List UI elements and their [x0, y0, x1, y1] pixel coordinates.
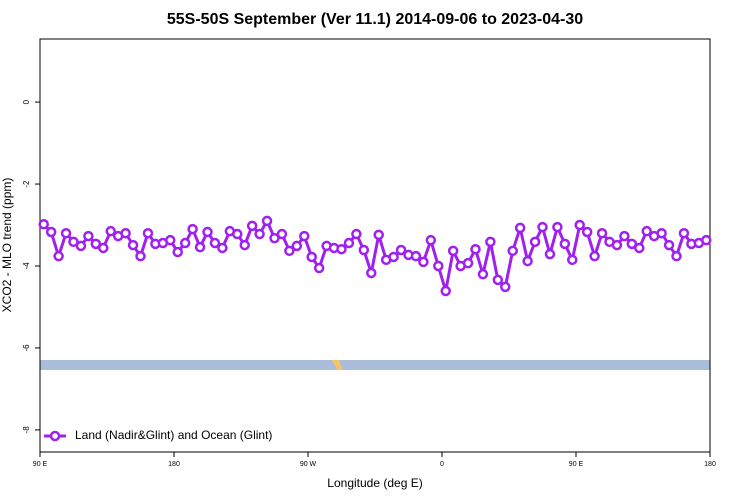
data-point	[187, 223, 198, 235]
data-point	[470, 243, 481, 255]
data-point	[462, 257, 474, 269]
data-point	[75, 240, 87, 252]
data-point	[671, 250, 682, 262]
x-tick-label: 180	[168, 461, 180, 468]
data-point	[343, 237, 355, 249]
x-axis-label: Longitude (deg E)	[327, 476, 422, 490]
data-point	[105, 225, 116, 237]
data-point	[529, 236, 541, 248]
data-point	[366, 267, 377, 279]
data-point	[559, 238, 571, 250]
data-point	[410, 250, 422, 262]
data-point	[596, 227, 608, 239]
y-axis-label: XCO2 - MLO trend (ppm)	[0, 178, 14, 313]
data-point	[425, 234, 437, 246]
y-tick-label: -2	[22, 180, 31, 188]
data-point	[388, 251, 399, 263]
data-point	[306, 251, 317, 263]
data-point	[626, 238, 638, 250]
x-tick-label: 90 E	[569, 461, 584, 468]
data-point	[619, 230, 630, 242]
data-point	[611, 239, 623, 251]
data-point	[485, 236, 496, 248]
data-point	[537, 221, 548, 233]
legend-label: Land (Nadir&Glint) and Ocean (Glint)	[75, 428, 272, 442]
data-point	[492, 274, 504, 286]
x-tick-label: 180	[704, 461, 716, 468]
data-point	[634, 242, 645, 254]
data-point	[514, 222, 526, 234]
data-point	[574, 219, 585, 231]
data-point	[232, 228, 243, 240]
data-point	[433, 260, 444, 272]
data-point	[172, 246, 183, 258]
data-point	[239, 239, 250, 251]
data-point	[552, 221, 563, 233]
data-point	[165, 234, 176, 246]
surface-strip	[40, 360, 710, 370]
data-point	[477, 268, 489, 280]
data-point	[418, 256, 429, 268]
data-point	[581, 226, 593, 238]
data-point	[701, 234, 712, 246]
data-point	[127, 239, 139, 251]
data-point	[135, 250, 146, 262]
data-point	[261, 215, 273, 227]
data-point	[440, 285, 451, 297]
data-point	[209, 237, 221, 249]
data-point	[142, 227, 154, 239]
data-point	[522, 255, 533, 267]
data-point	[291, 240, 303, 252]
x-tick-label: 90 W	[300, 461, 317, 468]
data-point	[83, 230, 94, 242]
data-point	[663, 239, 675, 251]
data-point	[447, 245, 459, 257]
y-tick-label: -4	[22, 262, 31, 270]
data-point	[179, 237, 191, 249]
x-tick-label: 0	[440, 461, 444, 468]
data-point	[544, 248, 556, 260]
y-tick-label: -6	[22, 344, 31, 352]
data-point	[276, 228, 288, 240]
data-point	[217, 242, 228, 254]
data-point	[254, 228, 265, 240]
data-point	[656, 227, 667, 239]
x-tick-label: 90 E	[33, 461, 48, 468]
data-point	[358, 244, 370, 256]
y-tick-label: 0	[22, 99, 31, 104]
data-point	[90, 238, 102, 250]
data-point	[395, 244, 407, 256]
data-point	[373, 229, 384, 241]
land-patch	[331, 360, 343, 370]
data-point	[68, 236, 79, 248]
plot-frame	[39, 38, 711, 453]
data-point	[202, 226, 213, 238]
data-point	[313, 262, 325, 274]
y-tick-label: -8	[22, 426, 31, 434]
data-point	[45, 226, 57, 238]
data-point	[299, 230, 310, 242]
data-point	[567, 254, 578, 266]
data-point	[500, 281, 511, 293]
chart-title: 55S-50S September (Ver 11.1) 2014-09-06 …	[167, 11, 583, 28]
data-point	[246, 220, 258, 232]
data-point	[641, 225, 652, 237]
legend-marker	[49, 430, 61, 442]
data-point	[269, 232, 280, 244]
data-point	[284, 245, 295, 257]
data-point	[336, 243, 347, 255]
data-point	[351, 228, 362, 240]
data-point	[38, 218, 49, 230]
data-point	[194, 241, 206, 253]
data-point	[589, 250, 600, 262]
data-point	[60, 227, 72, 239]
data-point	[120, 227, 131, 239]
data-point	[98, 242, 109, 254]
data-point	[53, 250, 64, 262]
data-point	[678, 227, 690, 239]
data-point	[507, 245, 518, 257]
